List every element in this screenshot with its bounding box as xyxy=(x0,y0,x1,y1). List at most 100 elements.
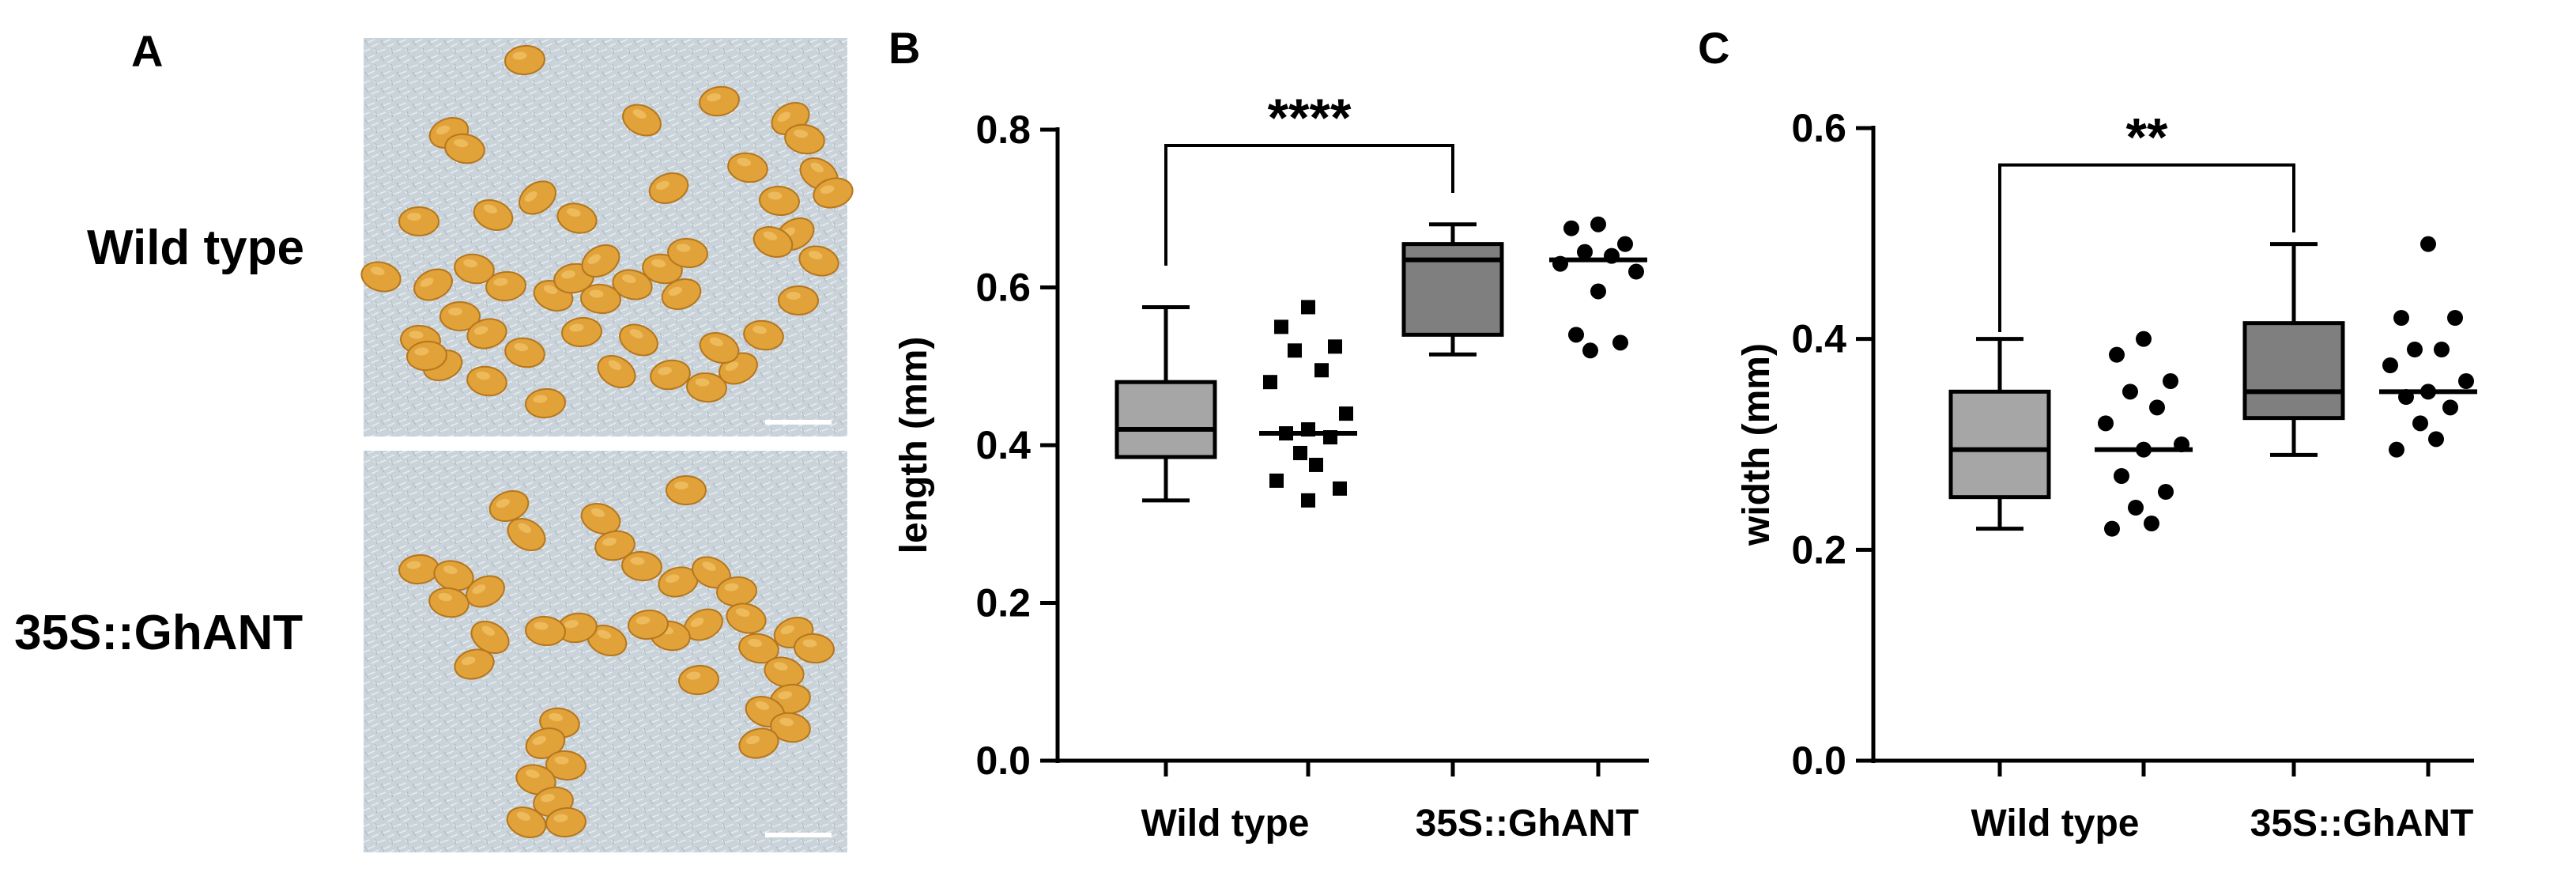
seed-highlight xyxy=(763,231,778,240)
seed xyxy=(519,180,556,215)
seed-highlight xyxy=(724,583,739,591)
seed-highlight xyxy=(525,769,540,779)
seed-highlight xyxy=(636,616,651,625)
seed xyxy=(648,172,689,204)
seed-highlight xyxy=(524,191,537,202)
seed xyxy=(466,318,507,349)
seed xyxy=(597,355,636,388)
seed xyxy=(525,387,566,419)
seed-highlight xyxy=(748,638,763,648)
seed-highlight xyxy=(651,259,666,268)
seed-highlight xyxy=(564,619,579,629)
seed-highlight xyxy=(602,537,617,546)
seed-highlight xyxy=(735,608,750,618)
photo-35s-ghant xyxy=(364,451,847,852)
seed-highlight xyxy=(370,266,385,276)
seed xyxy=(661,278,702,310)
row-label-35s-ghant: 35S::GhANT xyxy=(14,606,304,660)
seed-highlight xyxy=(473,326,488,335)
seed-highlight xyxy=(461,656,476,666)
seed-highlight xyxy=(629,329,643,338)
seed-highlight xyxy=(587,254,601,265)
seed-highlight xyxy=(808,251,823,260)
seed-highlight xyxy=(632,109,647,119)
seed-highlight xyxy=(483,204,498,213)
seed xyxy=(738,727,779,759)
seed-highlight xyxy=(810,162,824,173)
seed xyxy=(778,285,819,315)
seed-highlight xyxy=(778,690,792,700)
seed-highlight xyxy=(512,51,527,60)
seed-highlight xyxy=(496,498,510,508)
seed-highlight xyxy=(534,622,549,630)
seed xyxy=(545,807,586,838)
seed xyxy=(619,323,658,357)
seed-highlight xyxy=(668,286,682,297)
seed-highlight xyxy=(518,523,531,534)
seed-highlight xyxy=(438,592,453,602)
seed-highlight xyxy=(436,125,450,135)
seed-highlight xyxy=(686,671,701,680)
seed-highlight xyxy=(448,308,462,315)
seed-highlight xyxy=(454,138,469,148)
seed-highlight xyxy=(786,292,801,300)
seed-highlight xyxy=(553,814,568,822)
seed xyxy=(666,475,707,505)
panel-a-letter: A xyxy=(131,26,164,76)
seed xyxy=(628,609,669,640)
seed xyxy=(678,664,719,696)
seed xyxy=(561,316,602,348)
panel-b-letter: B xyxy=(888,23,921,73)
seed-highlight xyxy=(597,629,612,639)
seed-highlight xyxy=(554,756,569,765)
seed xyxy=(622,104,662,137)
seed-highlight xyxy=(541,793,555,803)
seed-highlight xyxy=(780,625,794,635)
seed-highlight xyxy=(543,285,558,294)
seed-highlight xyxy=(702,561,716,571)
seed-highlight xyxy=(779,717,794,727)
seed-highlight xyxy=(665,574,680,584)
seed-highlight xyxy=(752,325,768,334)
seed xyxy=(406,340,447,372)
seed-highlight xyxy=(655,180,669,191)
seed-highlight xyxy=(608,360,621,371)
seed-highlight xyxy=(569,323,584,332)
scale-bar xyxy=(765,833,832,837)
seed-highlight xyxy=(516,811,531,821)
seed xyxy=(504,44,545,76)
seed xyxy=(454,648,495,680)
seed-highlight xyxy=(709,337,724,346)
seed-highlight xyxy=(695,378,710,387)
seed-highlight xyxy=(737,157,752,167)
seed-highlight xyxy=(532,735,546,746)
seed-highlight xyxy=(690,618,704,628)
scale-bar xyxy=(765,420,832,425)
seed-highlight xyxy=(493,278,508,286)
seed xyxy=(594,530,636,561)
seed-highlight xyxy=(777,111,790,123)
seed-highlight xyxy=(773,662,788,671)
seed-highlight xyxy=(590,508,605,517)
seed-highlight xyxy=(674,482,688,489)
seed-highlight xyxy=(725,361,739,372)
seed-highlight xyxy=(533,395,548,403)
seed xyxy=(413,268,453,301)
seed-highlight xyxy=(549,712,564,722)
seed xyxy=(398,206,439,236)
seed-highlight xyxy=(420,278,434,288)
seed-highlight xyxy=(589,289,604,298)
seed-highlight xyxy=(820,185,835,195)
seed-highlight xyxy=(472,584,486,595)
seed-highlight xyxy=(621,274,636,284)
seed-highlight xyxy=(745,735,760,745)
seed-highlight xyxy=(407,213,421,221)
seed-highlight xyxy=(658,366,672,376)
seed-highlight xyxy=(630,557,645,565)
panel-c-letter: C xyxy=(1698,23,1730,73)
seed-highlight xyxy=(768,191,783,200)
seed-highlight xyxy=(794,129,809,138)
seed-highlight xyxy=(481,625,495,637)
